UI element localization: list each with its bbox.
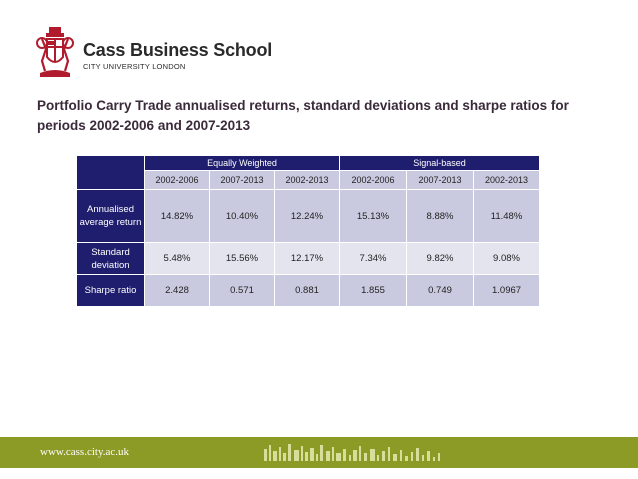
- row-label: Standard deviation: [76, 242, 145, 275]
- period-header: 2002-2013: [473, 170, 541, 190]
- period-header-row: 2002-2006 2007-2013 2002-2013 2002-2006 …: [77, 170, 541, 190]
- table-cell: 9.08%: [473, 242, 541, 275]
- table-cell: 1.0967: [473, 274, 541, 307]
- slide-title: Portfolio Carry Trade annualised returns…: [37, 98, 569, 133]
- table-cell: 0.749: [406, 274, 475, 307]
- returns-table: Equally Weighted Signal-based 2002-2006 …: [76, 155, 541, 307]
- table-cell: 15.56%: [209, 242, 275, 275]
- table-cell: 9.82%: [406, 242, 475, 275]
- footer-bar: www.cass.city.ac.uk: [0, 437, 638, 468]
- cass-logo: Cass Business School CITY UNIVERSITY LON…: [36, 27, 272, 79]
- group-header: Signal-based: [339, 155, 541, 171]
- table-row: Standard deviation 5.48% 15.56% 12.17% 7…: [76, 242, 541, 275]
- table-cell: 0.881: [273, 274, 341, 307]
- crest-icon: [36, 27, 74, 77]
- table-cell: 10.40%: [209, 189, 275, 243]
- table-row: Annualised average return 14.82% 10.40% …: [76, 189, 541, 243]
- row-label: Annualised average return: [76, 189, 145, 243]
- school-subtitle: CITY UNIVERSITY LONDON: [83, 62, 186, 71]
- period-header: 2002-2006: [144, 170, 210, 190]
- table-cell: 11.48%: [473, 189, 541, 243]
- table-cell: 2.428: [144, 274, 210, 307]
- period-header: 2002-2006: [339, 170, 408, 190]
- row-label: Sharpe ratio: [76, 274, 145, 307]
- table-cell: 8.88%: [406, 189, 475, 243]
- table-cell: 15.13%: [339, 189, 408, 243]
- table-cell: 14.82%: [144, 189, 210, 243]
- group-header: Equally Weighted: [143, 155, 341, 171]
- table-cell: 5.48%: [144, 242, 210, 275]
- corner-cell: [76, 155, 145, 190]
- period-header: 2007-2013: [406, 170, 475, 190]
- table-cell: 12.24%: [273, 189, 341, 243]
- school-name: Cass Business School: [83, 40, 273, 60]
- table-cell: 1.855: [339, 274, 408, 307]
- table-cell: 7.34%: [339, 242, 408, 275]
- period-header: 2007-2013: [209, 170, 275, 190]
- table-row: Sharpe ratio 2.428 0.571 0.881 1.855 0.7…: [76, 274, 541, 307]
- table-cell: 12.17%: [273, 242, 341, 275]
- table-cell: 0.571: [209, 274, 275, 307]
- footer-url[interactable]: www.cass.city.ac.uk: [40, 446, 129, 458]
- period-header: 2002-2013: [273, 170, 341, 190]
- group-header-row: Equally Weighted Signal-based: [76, 155, 541, 190]
- decorative-pattern-icon: [264, 444, 440, 461]
